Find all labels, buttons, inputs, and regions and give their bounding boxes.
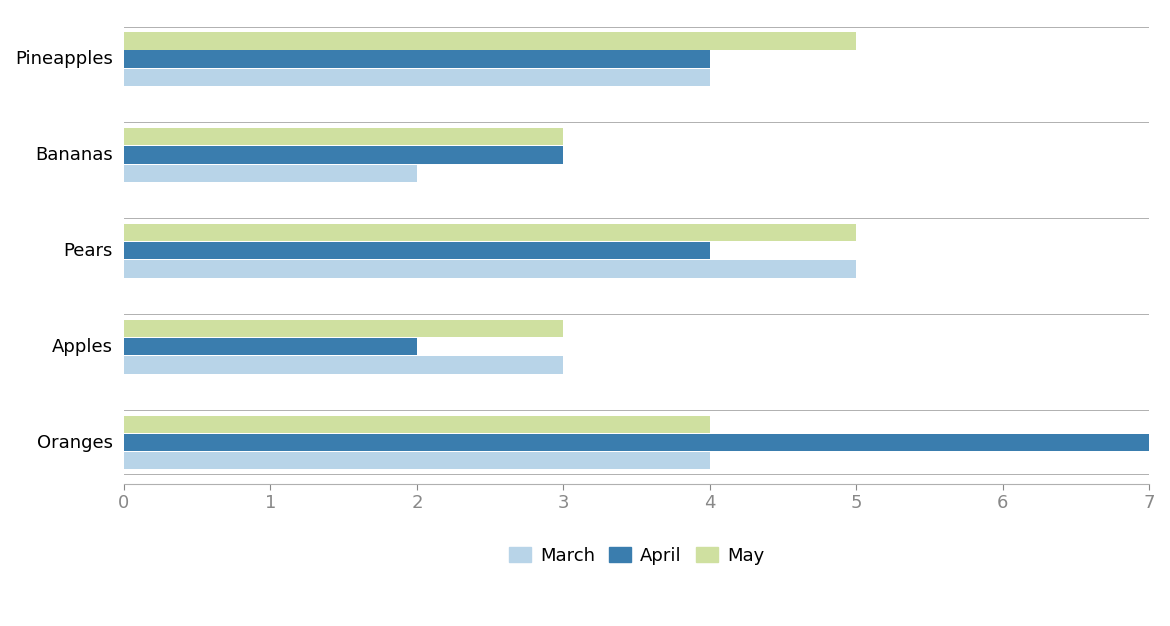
Bar <box>124 165 417 182</box>
Bar <box>124 51 710 68</box>
Bar <box>124 146 564 163</box>
Bar <box>124 416 710 433</box>
Bar <box>124 356 564 374</box>
Bar <box>124 260 856 278</box>
Bar <box>124 452 710 470</box>
Bar <box>124 320 564 337</box>
Legend: March, April, May: March, April, May <box>502 540 771 572</box>
Bar <box>124 434 1149 451</box>
Bar <box>124 33 856 49</box>
Bar <box>124 338 417 356</box>
Bar <box>124 224 856 241</box>
Bar <box>124 128 564 145</box>
Bar <box>124 69 710 86</box>
Bar <box>124 242 710 259</box>
